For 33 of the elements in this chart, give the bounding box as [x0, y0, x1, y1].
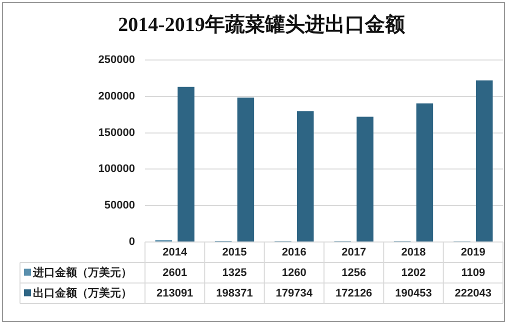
y-tick-label: 50000: [104, 200, 135, 212]
bar: [416, 103, 434, 242]
legend-label: 出口金额（万美元）: [33, 286, 132, 300]
x-tick-label: 2019: [460, 246, 486, 258]
chart-title: 2014-2019年蔬菜罐头进出口金额: [118, 13, 406, 36]
data-label: 198371: [216, 287, 253, 300]
data-label: 1109: [461, 266, 486, 279]
bar: [178, 86, 194, 242]
data-label: 190453: [395, 287, 432, 300]
x-tick-label: 2015: [222, 246, 247, 258]
data-label: 172126: [335, 287, 372, 300]
x-tick-label: 2018: [401, 246, 426, 258]
y-tick-label: 200000: [98, 90, 135, 102]
data-label: 1325: [222, 266, 247, 279]
y-tick-label: 0: [128, 236, 135, 248]
bar: [476, 80, 493, 242]
data-label: 213091: [156, 287, 194, 300]
y-tick-label: 250000: [98, 54, 135, 66]
data-label: 1260: [282, 266, 306, 279]
y-tick-label: 100000: [98, 163, 135, 176]
legend-label: 进口金额（万美元）: [32, 266, 132, 279]
bar: [237, 98, 254, 242]
data-label: 222043: [454, 287, 492, 300]
x-tick-label: 2017: [342, 246, 366, 258]
data-label: 1256: [342, 266, 366, 279]
data-label: 1202: [401, 266, 426, 279]
data-label: 2601: [162, 266, 188, 279]
bar: [296, 111, 314, 242]
data-label: 179734: [276, 287, 314, 300]
y-tick-label: 150000: [98, 126, 135, 139]
x-tick-label: 2014: [162, 246, 188, 258]
bar: [356, 116, 374, 242]
x-tick-label: 2016: [282, 246, 306, 258]
